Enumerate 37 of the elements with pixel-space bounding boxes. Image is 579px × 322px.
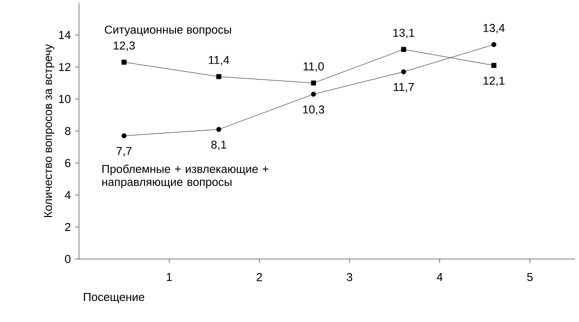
x-tick-label: 4 bbox=[436, 273, 443, 281]
data-label: 11,0 bbox=[304, 62, 324, 72]
point bbox=[401, 69, 406, 74]
y-tick-label: 10 bbox=[59, 94, 71, 104]
y-tick-label: 6 bbox=[65, 158, 70, 168]
y-axis-title: Количество вопросов за встречу bbox=[44, 44, 54, 218]
point bbox=[216, 74, 222, 80]
y-tick-label: 2 bbox=[65, 222, 70, 232]
x-axis-title: Посещение bbox=[84, 293, 144, 304]
text: Ситуационные вопросы bbox=[104, 26, 232, 36]
point bbox=[122, 60, 127, 65]
data-label: 12,1 bbox=[484, 76, 504, 86]
point bbox=[491, 42, 496, 48]
point bbox=[122, 133, 127, 138]
x-tick-label: 1 bbox=[166, 273, 172, 281]
point bbox=[310, 80, 316, 86]
text: Проблемные + извлекающие + направляющие вопросы bbox=[102, 164, 268, 188]
y-tick-label: 12 bbox=[59, 62, 70, 72]
data-label: 8,1 bbox=[211, 140, 226, 150]
data-label: 11,7 bbox=[394, 83, 414, 92]
x-tick-label: 2 bbox=[256, 273, 262, 282]
data-label: 12,3 bbox=[114, 42, 135, 51]
data-label: 11,4 bbox=[208, 56, 230, 66]
y-tick-label: 14 bbox=[59, 31, 71, 39]
y-tick-label: 4 bbox=[64, 191, 71, 199]
data-label: 13,4 bbox=[484, 24, 505, 34]
data-label: 10,3 bbox=[303, 105, 324, 115]
x-tick-label: 5 bbox=[527, 273, 533, 282]
data-label: 13,1 bbox=[393, 28, 414, 38]
y-tick-label: 8 bbox=[65, 126, 70, 136]
point bbox=[491, 62, 496, 68]
point bbox=[216, 126, 222, 132]
point bbox=[310, 92, 316, 97]
y-tick-label: 0 bbox=[65, 254, 71, 264]
x-tick-label: 3 bbox=[346, 273, 352, 282]
data-label: 7,7 bbox=[116, 147, 132, 156]
point bbox=[401, 46, 406, 52]
